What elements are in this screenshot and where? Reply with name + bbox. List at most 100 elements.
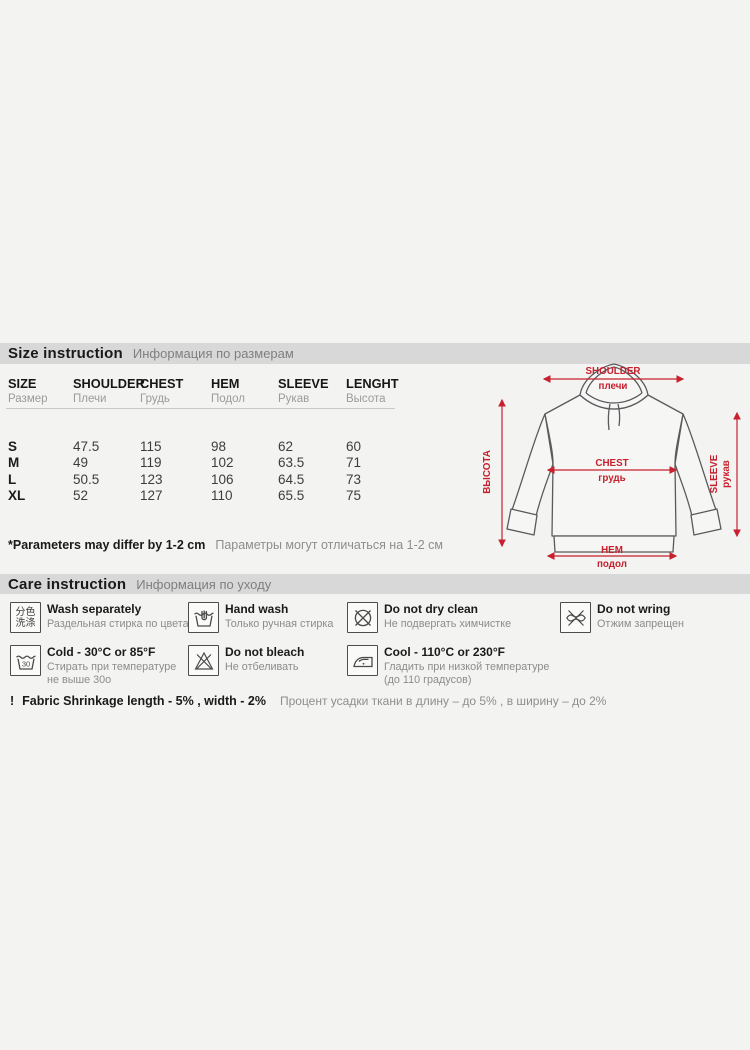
wash-separately-icon: 分色 洗涤 bbox=[10, 602, 41, 633]
hem-value: 98 bbox=[211, 439, 227, 454]
size-table-body: S 47.5 115 98 62 60 M 49 119 102 63.5 71… bbox=[8, 439, 392, 505]
lenght-value: 60 bbox=[346, 439, 362, 454]
care-label-ru: Гладить при низкой температуре (до 110 г… bbox=[384, 661, 550, 686]
sleeve-value: 64.5 bbox=[278, 471, 305, 487]
hem-value: 106 bbox=[211, 471, 234, 487]
care-instruction-title: Care instruction bbox=[8, 575, 127, 593]
chest-value: 127 bbox=[140, 488, 163, 504]
diagram-height-label-ru: ВЫСОТА bbox=[482, 450, 493, 494]
column-header-en: CHEST bbox=[140, 376, 184, 391]
hem-value: 110 bbox=[211, 488, 233, 504]
care-item-wash-separately: 分色 洗涤 Wash separately Раздельная стирка п… bbox=[10, 602, 196, 633]
svg-text:30: 30 bbox=[21, 659, 29, 668]
care-label-en: Cold - 30°C or 85°F bbox=[47, 645, 156, 659]
diagram-chest-label-ru: грудь bbox=[598, 473, 625, 484]
wash-cold-30-icon: 30 bbox=[10, 645, 41, 676]
care-label-en: Wash separately bbox=[47, 602, 142, 616]
care-label-en: Do not dry clean bbox=[384, 602, 479, 616]
size-cell: L bbox=[8, 471, 17, 487]
column-header-chest: CHEST Грудь bbox=[140, 376, 211, 405]
care-label-ru: Только ручная стирка bbox=[225, 618, 334, 630]
care-label-ru: Не подвергать химчистке bbox=[384, 618, 512, 630]
column-header-ru: Подол bbox=[211, 393, 245, 405]
sleeve-value: 62 bbox=[278, 439, 294, 454]
sleeve-value: 63.5 bbox=[278, 455, 305, 471]
chest-value: 123 bbox=[140, 471, 163, 487]
do-not-wring-icon bbox=[560, 602, 591, 633]
shrinkage-note-mark: ! bbox=[10, 694, 15, 708]
shoulder-value: 50.5 bbox=[73, 471, 100, 487]
column-header-shoulder: SHOULDER Плечи bbox=[73, 376, 145, 405]
table-divider bbox=[6, 408, 395, 409]
diagram-shoulder-label-ru: плечи bbox=[599, 381, 628, 392]
care-item-wash-cold: 30 Cold - 30°C or 85°F Стирать при темпе… bbox=[10, 645, 179, 687]
diagram-chest-label: CHEST bbox=[595, 458, 628, 469]
shrinkage-note-ru: Процент усадки ткани в длину – до 5% , в… bbox=[279, 694, 607, 708]
iron-low-icon bbox=[347, 645, 378, 676]
do-not-bleach-icon bbox=[188, 645, 219, 676]
care-label-en: Do not bleach bbox=[225, 645, 305, 659]
chest-value: 115 bbox=[140, 439, 162, 454]
column-header-ru: Грудь bbox=[140, 393, 170, 405]
size-note-en: *Parameters may differ by 1-2 cm bbox=[8, 538, 206, 552]
diagram-hem-label-ru: подол bbox=[597, 559, 627, 570]
lenght-value: 71 bbox=[346, 455, 362, 471]
column-header-en: HEM bbox=[211, 376, 240, 391]
column-header-en: LENGHT bbox=[346, 376, 399, 391]
care-label-ru: Отжим запрещен bbox=[597, 618, 684, 630]
size-instruction-title-ru: Информация по размерам bbox=[132, 346, 294, 361]
care-item-do-not-bleach: Do not bleach Не отбеливать bbox=[188, 645, 304, 676]
diagram-hem-label: HEM bbox=[601, 545, 623, 556]
column-header-lenght: LENGHT Высота bbox=[346, 376, 399, 405]
hem-value: 102 bbox=[211, 455, 234, 471]
do-not-dry-clean-icon bbox=[347, 602, 378, 633]
size-cell: S bbox=[8, 439, 18, 454]
size-instruction-header: Size instruction Информация по размерам bbox=[0, 343, 750, 364]
care-label-ru: Раздельная стирка по цветам bbox=[47, 618, 197, 630]
shoulder-value: 47.5 bbox=[73, 439, 100, 454]
care-instruction-title-ru: Информация по уходу bbox=[136, 576, 272, 592]
diagram-sleeve-label: SLEEVE bbox=[709, 454, 720, 493]
care-instruction-header: Care instruction Информация по уходу bbox=[0, 574, 750, 594]
column-header-ru: Плечи bbox=[73, 393, 107, 405]
hand-wash-icon bbox=[188, 602, 219, 633]
column-header-en: SLEEVE bbox=[278, 376, 329, 391]
care-label-ru: Не отбеливать bbox=[225, 661, 299, 673]
dimension-lines bbox=[498, 375, 741, 560]
diagram-sleeve-label-ru: рукав bbox=[721, 460, 732, 488]
care-item-iron-low: Cool - 110°C or 230°F Гладить при низкой… bbox=[347, 645, 556, 687]
sleeve-value: 65.5 bbox=[278, 488, 305, 504]
chest-value: 119 bbox=[140, 455, 162, 471]
care-label-ru: Стирать при температуре не выше 30о bbox=[47, 661, 177, 686]
column-header-hem: HEM Подол bbox=[211, 376, 278, 405]
shoulder-value: 49 bbox=[73, 455, 89, 471]
lenght-value: 73 bbox=[346, 471, 362, 487]
care-label-en: Hand wash bbox=[225, 602, 289, 616]
column-header-en: SHOULDER bbox=[73, 376, 145, 391]
shoulder-value: 52 bbox=[73, 488, 89, 504]
size-tolerance-note: *Parameters may differ by 1-2 cm Параметр… bbox=[8, 538, 443, 552]
care-label-en: Cool - 110°C or 230°F bbox=[384, 645, 505, 659]
care-label-en: Do not wring bbox=[597, 602, 671, 616]
column-header-ru: Размер bbox=[8, 393, 48, 405]
size-table-header: SIZE Размер SHOULDER Плечи CHEST Грудь H… bbox=[8, 376, 399, 405]
size-cell: M bbox=[8, 455, 20, 471]
column-header-ru: Высота bbox=[346, 393, 386, 405]
lenght-value: 75 bbox=[346, 488, 362, 504]
column-header-size: SIZE Размер bbox=[8, 376, 73, 405]
diagram-shoulder-label: SHOULDER bbox=[586, 366, 641, 377]
hoodie-measurement-diagram: SHOULDER плечи CHEST грудь HEM подол ВЫС… bbox=[482, 363, 741, 570]
care-item-hand-wash: Hand wash Только ручная стирка bbox=[188, 602, 333, 633]
fabric-shrinkage-note: ! Fabric Shrinkage length - 5% , width - … bbox=[10, 694, 606, 708]
care-item-do-not-dry-clean: Do not dry clean Не подвергать химчистке bbox=[347, 602, 511, 633]
hoodie-outline bbox=[506, 363, 722, 553]
shrinkage-note-en: Fabric Shrinkage length - 5% , width - 2… bbox=[22, 694, 266, 708]
column-header-ru: Рукав bbox=[278, 393, 310, 405]
column-header-en: SIZE bbox=[8, 376, 37, 391]
column-header-sleeve: SLEEVE Рукав bbox=[278, 376, 346, 405]
size-cell: XL bbox=[8, 488, 26, 504]
care-item-do-not-wring: Do not wring Отжим запрещен bbox=[560, 602, 684, 633]
size-note-ru: Параметры могут отличаться на 1-2 см bbox=[215, 538, 444, 552]
size-instruction-title: Size instruction bbox=[8, 345, 123, 362]
